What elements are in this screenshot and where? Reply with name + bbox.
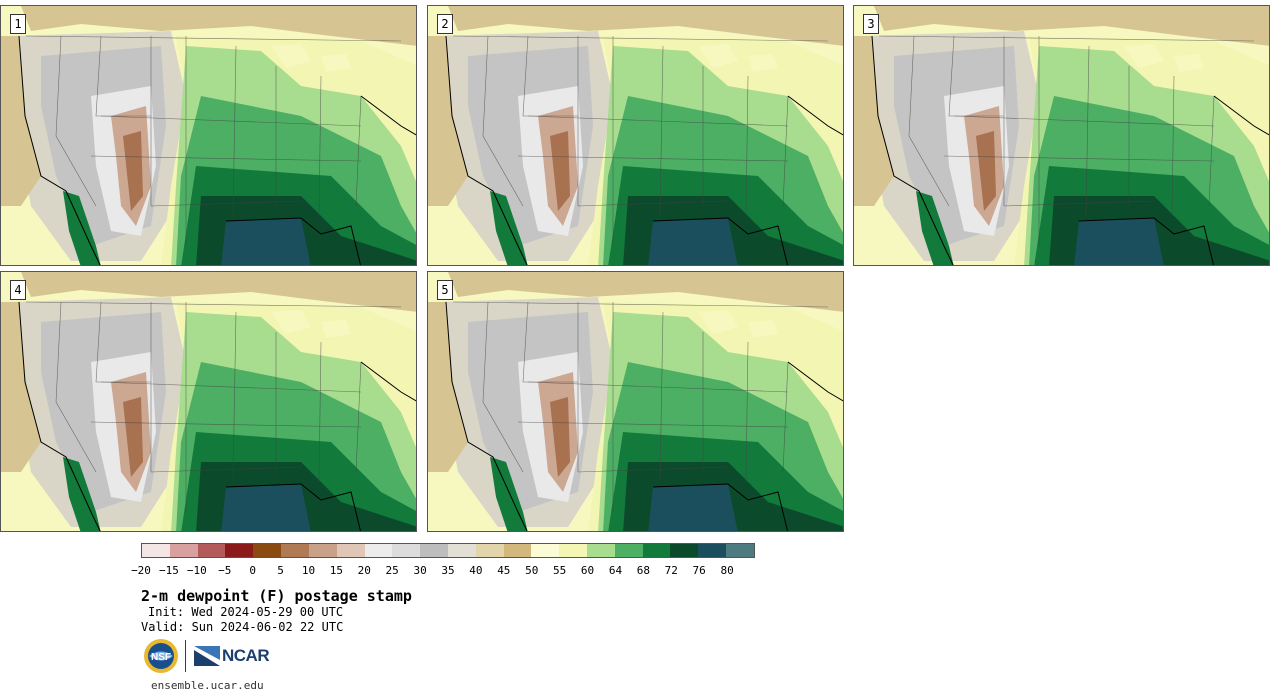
color-scale-tick-label: 68 <box>636 564 650 577</box>
color-scale-tick-label: 60 <box>580 564 595 577</box>
dewpoint-map-2 <box>428 6 843 265</box>
color-scale-swatch <box>308 544 337 557</box>
color-scale-swatch <box>392 544 421 557</box>
color-scale-swatch <box>698 544 727 557</box>
map-panel-5: 5 <box>427 271 844 532</box>
panel-label: 5 <box>437 280 453 300</box>
nsf-logo-icon: NSF <box>144 639 178 673</box>
map-panel-1: 1 <box>0 5 417 266</box>
valid-time: Valid: Sun 2024-06-02 22 UTC <box>141 620 344 634</box>
color-scale-swatch <box>169 544 198 557</box>
color-scale-bar <box>141 543 755 558</box>
map-title: 2-m dewpoint (F) postage stamp <box>141 587 412 605</box>
color-scale-swatch <box>614 544 643 557</box>
color-scale-tick-label: 10 <box>301 564 316 577</box>
map-panel-3: 3 <box>853 5 1270 266</box>
color-scale-tick-label: 72 <box>664 564 678 577</box>
color-scale-swatch <box>420 544 448 557</box>
color-scale-swatch <box>281 544 309 557</box>
color-scale-swatch <box>503 544 532 557</box>
color-scale-swatch <box>336 544 365 557</box>
dewpoint-map-4 <box>1 272 416 531</box>
color-scale-tick-label: 5 <box>277 564 284 577</box>
color-scale-tick-label: −20 <box>131 564 151 577</box>
color-scale-tick-label: 76 <box>692 564 706 577</box>
logo-row: NSF NCAR <box>143 638 270 674</box>
color-scale-tick-label: 64 <box>608 564 623 577</box>
color-scale-swatch <box>587 544 615 557</box>
color-scale-swatch <box>225 544 254 557</box>
color-scale-tick-label: 35 <box>441 564 455 577</box>
color-scale-swatch <box>531 544 560 557</box>
color-scale-swatch <box>364 544 393 557</box>
color-scale-swatch <box>726 544 754 557</box>
color-scale-swatch <box>253 544 282 557</box>
dewpoint-map-1 <box>1 6 416 265</box>
panel-label: 4 <box>10 280 26 300</box>
color-scale-tick-label: 30 <box>413 564 427 577</box>
color-scale-ticks: −20 −15 −10 −5 0 5 10 15 20 25 30 35 40 45 50 55 60 64 68 7… <box>131 564 755 578</box>
color-scale-swatch <box>559 544 587 557</box>
panel-label: 1 <box>10 14 26 34</box>
site-url: ensemble.ucar.edu <box>151 679 264 692</box>
color-scale-tick-label: 25 <box>385 564 399 577</box>
color-scale-tick-label: 45 <box>497 564 511 577</box>
color-scale-tick-label: 15 <box>329 564 343 577</box>
logo-divider <box>185 640 186 672</box>
panel-label: 2 <box>437 14 453 34</box>
map-panel-2: 2 <box>427 5 844 266</box>
dewpoint-map-5 <box>428 272 843 531</box>
ncar-mark-icon <box>194 646 220 666</box>
panel-label: 3 <box>863 14 879 34</box>
color-scale-tick-label: −15 <box>158 564 179 577</box>
color-scale-tick-label: 40 <box>469 564 483 577</box>
color-scale-tick-label: 55 <box>553 564 567 577</box>
color-scale-tick-label: −10 <box>186 564 207 577</box>
color-scale-swatch <box>475 544 504 557</box>
color-scale-swatch <box>670 544 699 557</box>
ncar-logo: NCAR <box>194 646 270 666</box>
svg-text:NSF: NSF <box>151 652 171 663</box>
dewpoint-map-3 <box>854 6 1269 265</box>
init-time: Init: Wed 2024-05-29 00 UTC <box>148 605 344 619</box>
color-scale-swatch <box>447 544 476 557</box>
color-scale-tick-label: −5 <box>218 564 232 577</box>
color-scale-tick-label: 20 <box>357 564 371 577</box>
color-scale-swatch <box>197 544 226 557</box>
map-panel-4: 4 <box>0 271 417 532</box>
ncar-logo-text: NCAR <box>222 646 270 665</box>
color-scale-tick-label: 50 <box>525 564 539 577</box>
color-scale-swatch <box>142 544 170 557</box>
color-scale-swatch <box>642 544 671 557</box>
color-scale-tick-label: 80 <box>720 564 734 577</box>
color-scale-tick-label: 0 <box>249 564 256 577</box>
